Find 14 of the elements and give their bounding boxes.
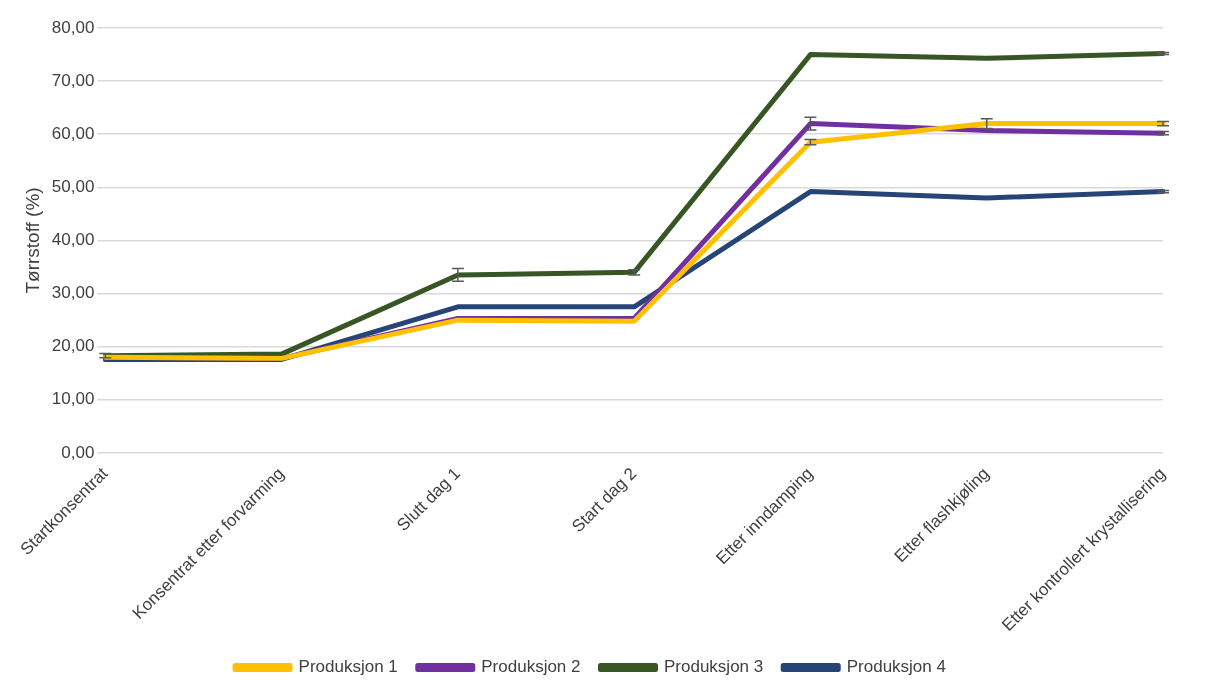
y-tick-label: 20,00 — [51, 336, 95, 356]
legend-label: Produksjon 3 — [664, 657, 764, 677]
y-tick-label: 30,00 — [51, 283, 95, 303]
y-tick-label: 70,00 — [51, 70, 95, 90]
y-axis-title: Tørrstoff (%) — [21, 187, 43, 294]
y-tick-label: 50,00 — [51, 177, 95, 197]
legend-label: Produksjon 2 — [481, 657, 581, 677]
y-tick-label: 0,00 — [61, 442, 95, 462]
y-tick-label: 40,00 — [51, 230, 95, 250]
y-tick-label: 10,00 — [51, 389, 95, 409]
y-tick-label: 60,00 — [51, 123, 95, 143]
y-tick-label: 80,00 — [51, 17, 95, 37]
legend-label: Produksjon 4 — [846, 657, 946, 677]
legend-label: Produksjon 1 — [298, 657, 398, 677]
